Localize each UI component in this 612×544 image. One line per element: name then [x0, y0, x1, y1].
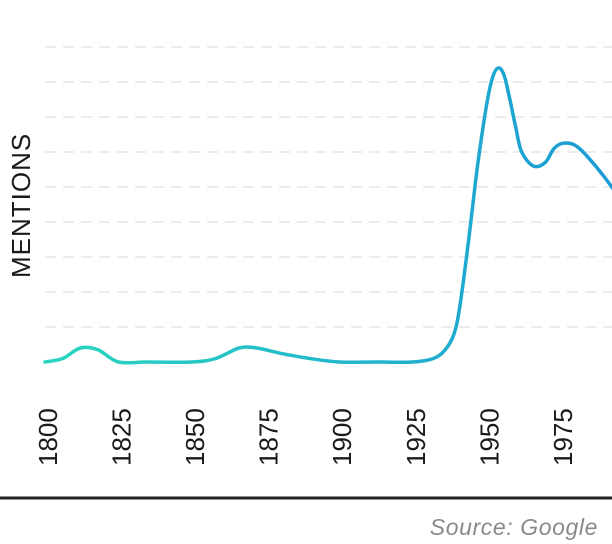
x-tick-label: 1800 [33, 408, 63, 466]
x-tick-label: 1825 [107, 408, 137, 466]
x-tick-label: 1975 [548, 408, 578, 466]
x-tick-label: 1900 [327, 408, 357, 466]
source-note: Source: Google [429, 514, 598, 540]
series-line [43, 66, 612, 365]
gridlines [45, 46, 612, 328]
y-axis-label: MENTIONS [6, 133, 36, 278]
x-axis-ticks: 180018251850187519001925195019752000 [33, 408, 578, 466]
x-tick-label: 1950 [474, 408, 504, 466]
x-tick-label: 1850 [180, 408, 210, 466]
x-tick-label: 1925 [401, 408, 431, 466]
x-tick-label: 1875 [254, 408, 284, 466]
